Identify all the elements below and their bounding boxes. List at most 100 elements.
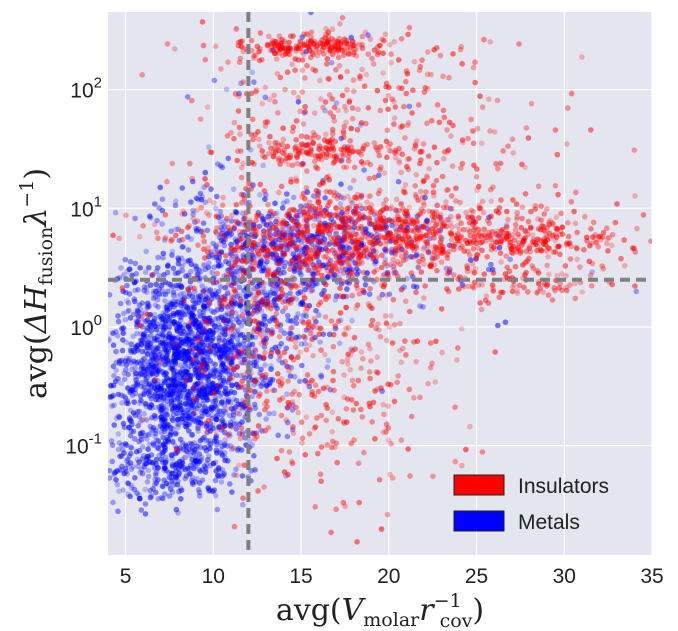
point-insulator: [455, 215, 462, 222]
point-metal: [188, 315, 195, 322]
point-insulator: [254, 261, 260, 268]
point-insulator: [497, 240, 504, 247]
point-insulator: [139, 72, 145, 78]
point-metal: [372, 261, 378, 267]
point-insulator: [509, 284, 516, 290]
point-insulator: [446, 74, 452, 81]
point-insulator: [324, 56, 331, 62]
point-insulator: [468, 116, 474, 123]
point-insulator: [342, 103, 348, 110]
point-metal: [217, 439, 223, 446]
point-insulator: [254, 307, 261, 314]
point-metal: [114, 481, 121, 488]
point-metal: [212, 352, 219, 358]
point-insulator: [397, 320, 403, 327]
point-insulator: [315, 190, 321, 197]
point-metal: [164, 307, 171, 313]
point-metal: [127, 266, 133, 273]
point-insulator: [311, 110, 318, 116]
point-metal: [172, 270, 179, 277]
point-insulator: [568, 90, 575, 97]
point-insulator: [525, 289, 531, 295]
point-metal: [149, 371, 156, 378]
point-metal: [128, 450, 134, 457]
point-metal: [157, 313, 164, 320]
point-insulator: [354, 285, 361, 291]
point-insulator: [464, 263, 470, 269]
point-insulator: [202, 176, 208, 182]
point-insulator: [310, 352, 316, 359]
point-metal: [142, 432, 149, 439]
point-insulator: [341, 52, 347, 59]
point-insulator: [292, 145, 298, 151]
point-metal: [209, 422, 216, 428]
point-metal: [196, 390, 203, 397]
point-metal: [155, 496, 161, 502]
point-metal: [156, 330, 163, 337]
point-metal: [232, 269, 238, 275]
point-insulator: [264, 403, 270, 410]
point-metal: [171, 370, 177, 376]
point-metal: [240, 341, 247, 347]
point-insulator: [343, 406, 350, 412]
point-metal: [193, 300, 199, 306]
point-insulator: [308, 247, 314, 254]
point-insulator: [377, 241, 384, 247]
point-insulator: [283, 49, 290, 55]
point-metal: [129, 272, 135, 279]
point-insulator: [282, 86, 288, 93]
point-insulator: [417, 235, 423, 242]
point-insulator: [470, 246, 477, 252]
point-insulator: [110, 232, 116, 239]
point-metal: [172, 202, 179, 209]
point-insulator: [345, 193, 351, 200]
point-insulator: [291, 207, 298, 214]
point-insulator: [490, 184, 496, 190]
point-insulator: [454, 357, 460, 363]
point-metal: [212, 316, 219, 322]
point-insulator: [330, 331, 337, 338]
point-insulator: [284, 404, 291, 411]
point-insulator: [481, 36, 487, 43]
point-metal: [120, 330, 126, 337]
point-insulator: [287, 266, 293, 273]
point-metal: [147, 401, 154, 408]
point-insulator: [267, 254, 274, 260]
point-metal: [132, 260, 139, 267]
point-insulator: [281, 230, 288, 237]
point-metal: [179, 185, 186, 191]
point-insulator: [384, 154, 390, 161]
point-insulator: [332, 190, 339, 196]
point-insulator: [238, 298, 244, 305]
point-insulator: [270, 224, 277, 231]
point-insulator: [162, 235, 169, 241]
point-metal: [171, 319, 178, 325]
point-metal: [160, 310, 167, 316]
point-metal: [225, 346, 232, 353]
point-metal: [199, 335, 206, 342]
point-metal: [308, 12, 314, 16]
point-insulator: [428, 71, 434, 78]
point-insulator: [253, 89, 259, 95]
point-metal: [162, 379, 168, 386]
point-insulator: [201, 238, 207, 245]
point-metal: [152, 288, 159, 295]
point-metal: [123, 362, 130, 368]
point-insulator: [287, 259, 294, 266]
point-metal: [271, 290, 278, 297]
point-metal: [186, 428, 192, 434]
point-insulator: [448, 230, 454, 236]
point-insulator: [567, 282, 573, 288]
point-metal: [150, 319, 157, 326]
point-insulator: [521, 284, 527, 291]
point-insulator: [256, 57, 263, 64]
point-metal: [225, 458, 231, 464]
point-metal: [206, 288, 213, 295]
point-insulator: [352, 231, 359, 237]
point-insulator: [349, 292, 356, 299]
point-insulator: [211, 390, 217, 397]
point-insulator: [335, 54, 342, 61]
point-metal: [146, 264, 152, 271]
point-metal: [204, 386, 210, 392]
